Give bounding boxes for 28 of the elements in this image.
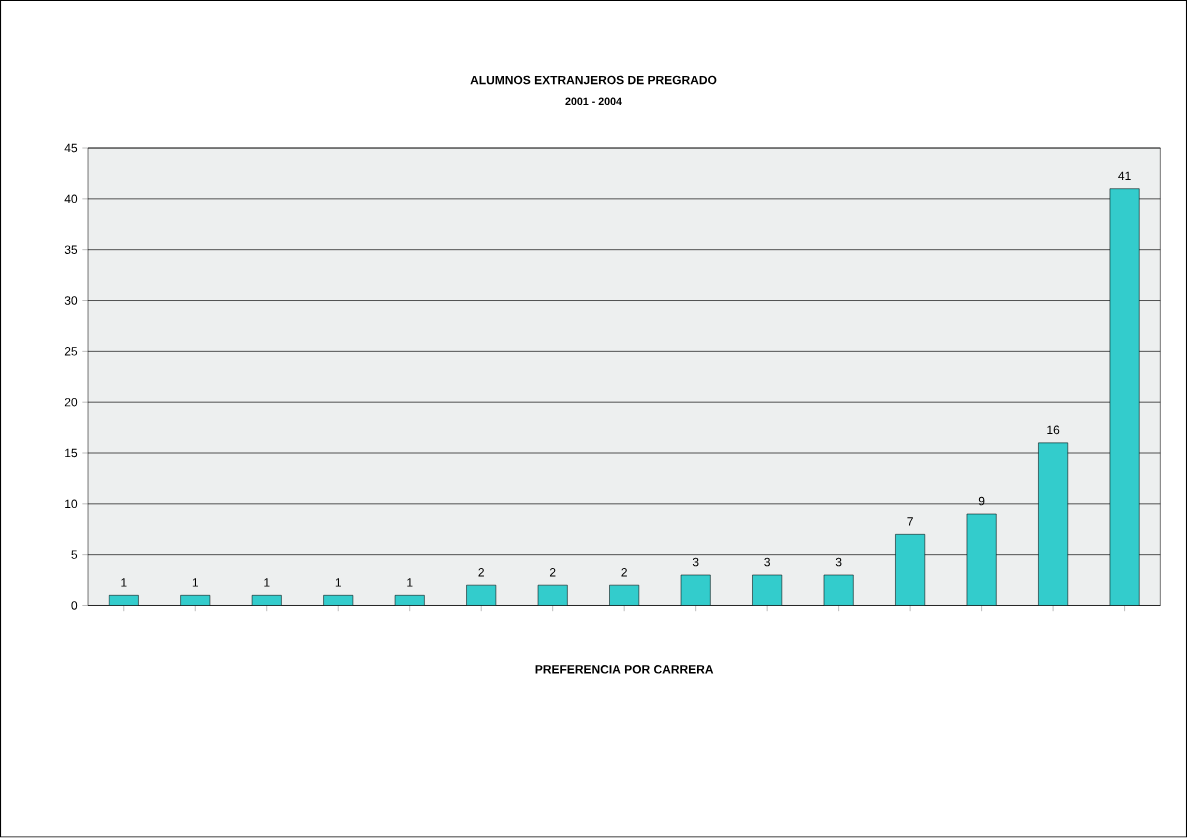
y-tick-label: 45 — [64, 144, 78, 153]
y-tick-label: 25 — [64, 347, 78, 356]
y-tick-label: 15 — [65, 449, 78, 458]
data-label: 16 — [1047, 425, 1060, 435]
data-label: 9 — [978, 497, 985, 506]
data-label: 1 — [335, 578, 341, 587]
y-tick-label: 0 — [71, 601, 78, 610]
data-label: 2 — [478, 568, 484, 577]
y-tick-label: 35 — [64, 245, 78, 255]
y-tick-label: 40 — [64, 194, 78, 204]
data-label: 1 — [264, 578, 270, 587]
data-label: 2 — [549, 568, 556, 577]
data-label: 1 — [192, 578, 199, 587]
y-tick-label: 20 — [64, 398, 78, 407]
data-label: 1 — [121, 578, 127, 587]
data-label: 2 — [621, 568, 627, 577]
y-tick-label: 5 — [71, 550, 78, 560]
y-tick-label: 10 — [65, 499, 78, 509]
data-label: 3 — [835, 558, 842, 567]
data-label: 3 — [692, 558, 699, 567]
data-label: 7 — [907, 517, 913, 526]
chart-subtitle: 2001 - 2004 — [565, 97, 622, 106]
x-axis-title: PREFERENCIA POR CARRERA — [535, 665, 714, 674]
y-tick-label: 30 — [64, 296, 78, 305]
data-label: 41 — [1118, 171, 1131, 181]
data-label: 3 — [764, 558, 770, 567]
chart-title: ALUMNOS EXTRANJEROS DE PREGRADO — [470, 75, 717, 85]
data-label: 1 — [407, 578, 413, 587]
